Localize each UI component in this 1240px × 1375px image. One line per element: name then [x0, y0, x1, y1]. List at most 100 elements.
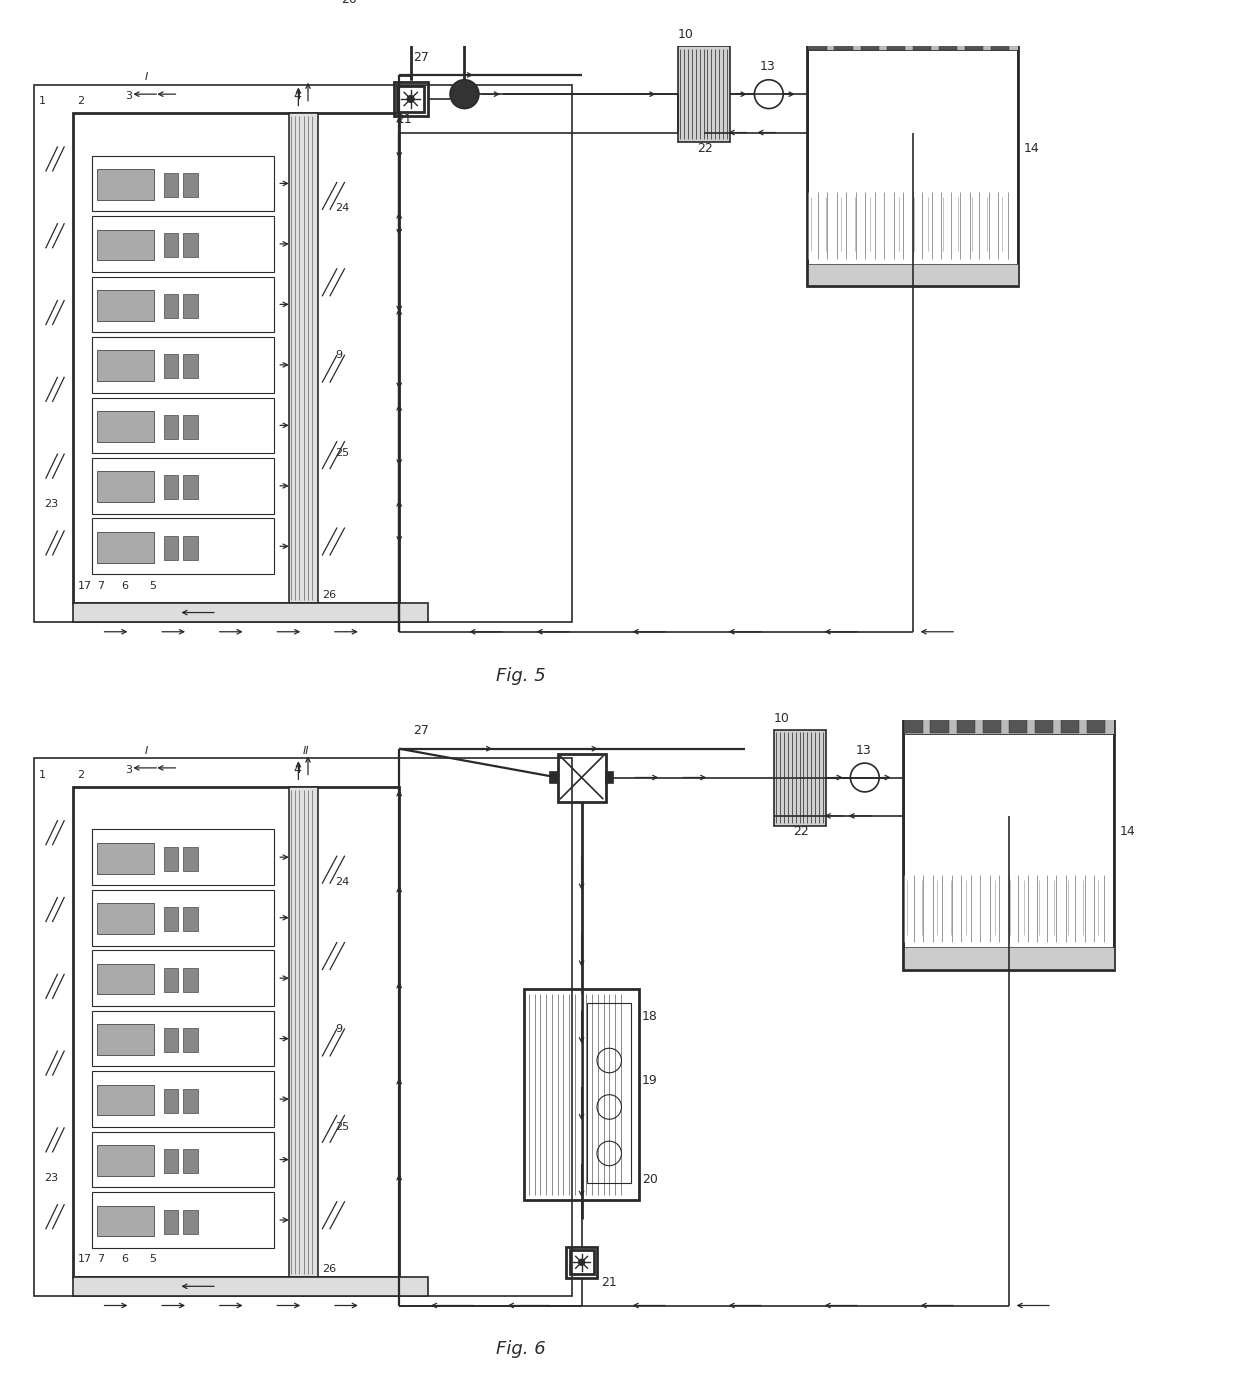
- Bar: [92, 1071, 274, 1128]
- Text: 24: 24: [335, 204, 350, 213]
- Text: 14: 14: [1120, 825, 1135, 839]
- Circle shape: [496, 0, 503, 6]
- Bar: [549, 771, 558, 784]
- Text: 18: 18: [642, 1011, 658, 1023]
- Bar: [97, 1145, 155, 1176]
- Bar: [394, 82, 428, 116]
- Text: 22: 22: [792, 825, 808, 839]
- Text: 17: 17: [78, 1254, 92, 1264]
- Bar: [184, 908, 197, 931]
- Bar: [569, 1250, 594, 1275]
- Bar: [184, 355, 197, 378]
- Text: 5: 5: [150, 1254, 156, 1264]
- Bar: [97, 1206, 155, 1236]
- Bar: [184, 476, 197, 499]
- Bar: [588, 1004, 631, 1182]
- Bar: [164, 476, 179, 499]
- Bar: [164, 1089, 179, 1112]
- Text: 6: 6: [120, 580, 128, 590]
- Bar: [73, 786, 399, 1277]
- Bar: [164, 1210, 179, 1233]
- Bar: [184, 968, 197, 991]
- Bar: [92, 1132, 274, 1188]
- Bar: [184, 173, 197, 197]
- Bar: [73, 1277, 428, 1295]
- Bar: [164, 968, 179, 991]
- Bar: [164, 1150, 179, 1173]
- Text: 9: 9: [335, 1024, 342, 1034]
- Text: 19: 19: [642, 1074, 658, 1086]
- Bar: [808, 264, 1018, 286]
- Bar: [807, 18, 1018, 286]
- Bar: [164, 173, 179, 197]
- Bar: [97, 843, 155, 873]
- Bar: [184, 1028, 197, 1052]
- Bar: [808, 18, 1018, 286]
- Text: 25: 25: [335, 448, 348, 458]
- Text: I: I: [145, 72, 148, 81]
- Text: 7: 7: [97, 580, 104, 590]
- Bar: [494, 8, 501, 32]
- Bar: [73, 113, 399, 604]
- Bar: [184, 234, 197, 257]
- Bar: [164, 908, 179, 931]
- Text: 1: 1: [40, 96, 46, 106]
- Bar: [164, 415, 179, 439]
- Bar: [35, 758, 572, 1295]
- Bar: [397, 85, 424, 113]
- Bar: [567, 1247, 596, 1277]
- Bar: [1087, 701, 1105, 733]
- Bar: [97, 351, 155, 381]
- Bar: [92, 518, 274, 575]
- Circle shape: [408, 96, 414, 102]
- Bar: [35, 84, 572, 622]
- Bar: [525, 989, 639, 1200]
- Bar: [97, 1085, 155, 1115]
- Bar: [97, 290, 155, 320]
- Text: 4: 4: [294, 763, 301, 776]
- Text: 27: 27: [414, 51, 429, 63]
- Bar: [835, 18, 853, 50]
- Text: 6: 6: [120, 1254, 128, 1264]
- Text: 26: 26: [322, 1264, 336, 1273]
- Bar: [991, 18, 1009, 50]
- Bar: [92, 890, 274, 946]
- Bar: [1061, 701, 1079, 733]
- Text: 27: 27: [414, 725, 429, 737]
- Bar: [1035, 701, 1053, 733]
- Text: 22: 22: [697, 142, 713, 155]
- Text: II: II: [304, 745, 310, 755]
- Bar: [861, 18, 879, 50]
- Bar: [97, 169, 155, 199]
- Bar: [164, 536, 179, 560]
- Text: 2: 2: [78, 96, 84, 106]
- Text: 10: 10: [677, 29, 693, 41]
- Text: 5: 5: [150, 580, 156, 590]
- Bar: [184, 847, 197, 870]
- Bar: [184, 1089, 197, 1112]
- Bar: [92, 829, 274, 886]
- Bar: [164, 847, 179, 870]
- Text: 17: 17: [78, 580, 92, 590]
- Bar: [184, 1150, 197, 1173]
- Bar: [97, 964, 155, 994]
- Text: 2: 2: [78, 770, 84, 780]
- Bar: [164, 234, 179, 257]
- Text: 3: 3: [125, 91, 133, 100]
- Text: 13: 13: [759, 60, 775, 73]
- Text: 26: 26: [322, 590, 336, 600]
- Bar: [97, 903, 155, 934]
- Bar: [164, 355, 179, 378]
- Text: 13: 13: [856, 744, 870, 756]
- Bar: [808, 18, 827, 50]
- Bar: [939, 18, 957, 50]
- Circle shape: [450, 80, 479, 109]
- Text: 23: 23: [43, 499, 58, 509]
- Text: 9: 9: [335, 351, 342, 360]
- Text: I: I: [145, 745, 148, 755]
- Bar: [184, 1210, 197, 1233]
- Text: 4: 4: [294, 89, 301, 102]
- Text: 24: 24: [335, 877, 350, 887]
- Bar: [97, 532, 155, 562]
- Bar: [92, 216, 274, 272]
